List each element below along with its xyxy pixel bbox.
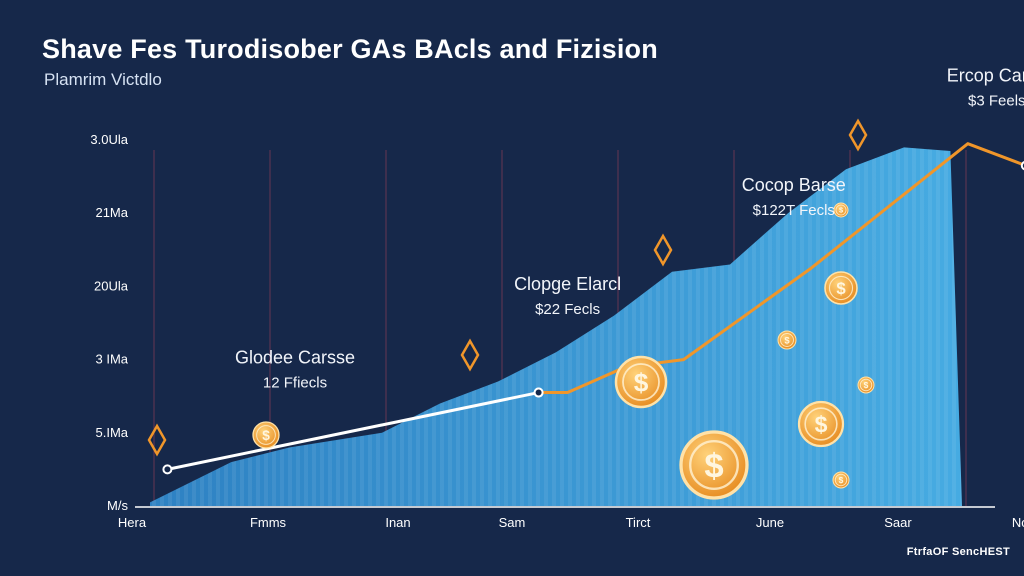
annotation-title: Glodee Carsse xyxy=(235,347,355,367)
coin-icon: $ xyxy=(777,330,797,350)
svg-text:$: $ xyxy=(839,475,844,485)
y-tick-label: 20Ula xyxy=(94,278,129,293)
svg-text:$: $ xyxy=(836,279,846,298)
x-tick-label: Sam xyxy=(499,515,526,530)
annotation-value: $22 Fecls xyxy=(535,301,600,318)
x-tick-label: June xyxy=(756,515,784,530)
svg-text:$: $ xyxy=(634,368,649,398)
svg-text:$: $ xyxy=(704,448,723,486)
coin-icon: $ xyxy=(252,421,280,449)
coin-icon: $ xyxy=(614,355,668,409)
x-tick-label: Inan xyxy=(385,515,410,530)
chart-subtitle: Plamrim Victdlo xyxy=(44,70,162,89)
coin-icon: $ xyxy=(857,376,875,394)
data-point xyxy=(162,464,173,475)
diamond-icon xyxy=(147,423,167,457)
x-tick-label: Hera xyxy=(118,515,147,530)
footer-logo: FtrfaOF SencHEST xyxy=(906,546,1010,558)
y-tick-label: 3 IMa xyxy=(95,352,128,367)
svg-text:$: $ xyxy=(262,428,270,443)
data-point xyxy=(533,387,544,398)
svg-text:$: $ xyxy=(784,335,790,346)
coin-icon: $ xyxy=(679,430,749,500)
line-white-path xyxy=(165,391,541,471)
annotation-value: 12 Ffiecls xyxy=(263,374,327,391)
axes: M/s 5.IMa 3 IMa 20Ula 21Ma 3.0Ula Hera Fmms Inan… xyxy=(90,132,1024,530)
annotation-value: $122T Fecls xyxy=(753,202,835,219)
x-tick-label: Saar xyxy=(884,515,912,530)
area-series xyxy=(150,147,962,506)
svg-text:$: $ xyxy=(815,411,828,437)
y-tick-label: 5.IMa xyxy=(95,425,128,440)
svg-text:$: $ xyxy=(864,380,869,390)
annotation-title: Clopge Elarcl xyxy=(514,274,621,294)
x-tick-label: Nore xyxy=(1012,515,1024,530)
y-tick-label: M/s xyxy=(107,498,128,513)
annotation-value: $3 Feels xyxy=(968,92,1024,109)
coin-decorations: $ $ $ $ $ $ $ $ $ xyxy=(147,118,875,500)
x-tick-label: Tirct xyxy=(626,515,651,530)
annotation-title: Cocop Barse xyxy=(742,175,846,195)
line-series xyxy=(162,142,1024,475)
area-stripes xyxy=(150,147,962,506)
diamond-icon xyxy=(653,233,673,267)
coin-icon: $ xyxy=(824,271,858,305)
line-orange-path xyxy=(537,142,1024,395)
data-point xyxy=(1020,160,1024,171)
coin-icon: $ xyxy=(797,400,845,448)
svg-text:$: $ xyxy=(839,206,843,215)
diamond-icon xyxy=(848,118,868,152)
coin-icon: $ xyxy=(833,202,849,218)
coin-icon: $ xyxy=(832,471,850,489)
x-tick-label: Fmms xyxy=(250,515,287,530)
chart-title: Shave Fes Turodisober GAs BAcls and Fizi… xyxy=(42,34,658,64)
y-tick-label: 3.0Ula xyxy=(90,132,128,147)
diamond-icon xyxy=(460,338,480,372)
y-tick-label: 21Ma xyxy=(95,205,128,220)
annotation-title: Ercop Carce xyxy=(947,65,1024,85)
annotations: Glodee Carsse 12 Ffiecls Clopge Elarcl $22 … xyxy=(235,65,1024,391)
